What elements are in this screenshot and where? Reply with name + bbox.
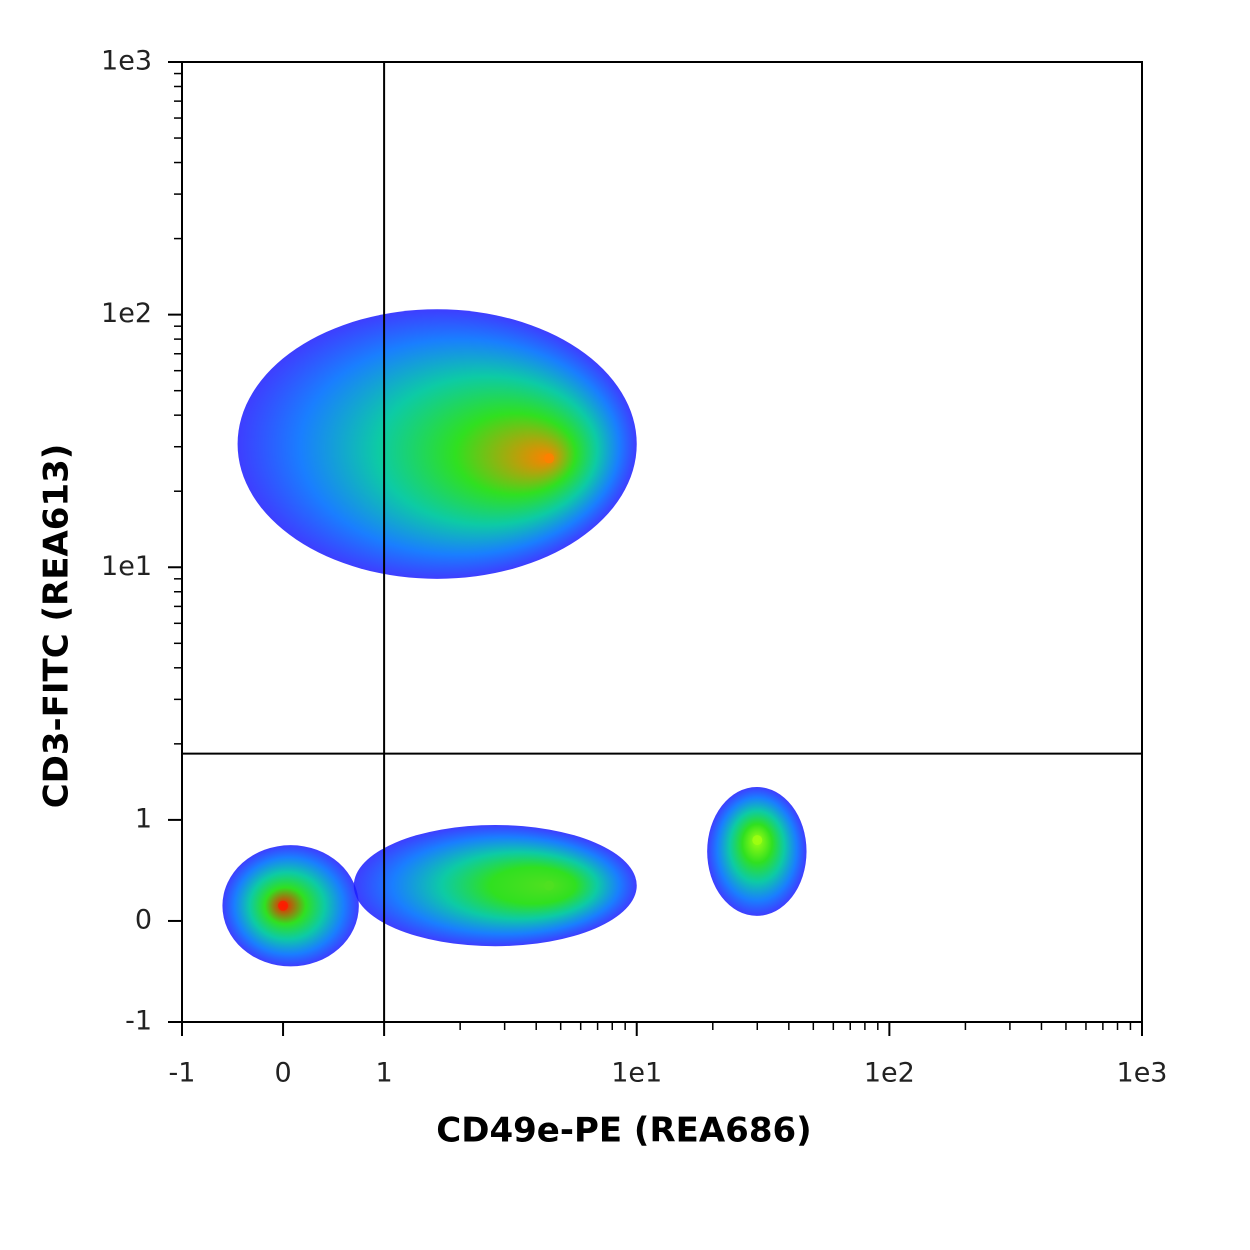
population — [222, 845, 359, 967]
population — [707, 786, 807, 916]
population-peak — [544, 880, 555, 891]
y-tick-label: 1e2 — [101, 298, 152, 329]
plot-frame — [181, 61, 1143, 1023]
y-axis-label: CD3-FITC (REA613) — [37, 444, 77, 809]
y-tick-label: 1 — [135, 803, 152, 834]
population-peak — [752, 835, 763, 846]
y-tick-label: -1 — [125, 1006, 152, 1037]
population — [237, 309, 637, 579]
y-tick-label: 0 — [135, 904, 152, 935]
x-tick-label: -1 — [169, 1058, 196, 1089]
y-tick-label: 1e1 — [101, 551, 152, 582]
x-tick-label: 0 — [274, 1058, 291, 1089]
x-tick-label: 1e1 — [611, 1058, 662, 1089]
x-tick-label: 1e2 — [864, 1058, 915, 1089]
y-tick-label: 1e3 — [101, 46, 152, 77]
population — [353, 824, 637, 947]
x-tick-label: 1e3 — [1117, 1058, 1168, 1089]
x-axis-label: CD49e-PE (REA686) — [436, 1111, 811, 1151]
x-tick-label: 1 — [376, 1058, 393, 1089]
population-peak — [278, 900, 289, 911]
population-peak — [544, 453, 555, 464]
